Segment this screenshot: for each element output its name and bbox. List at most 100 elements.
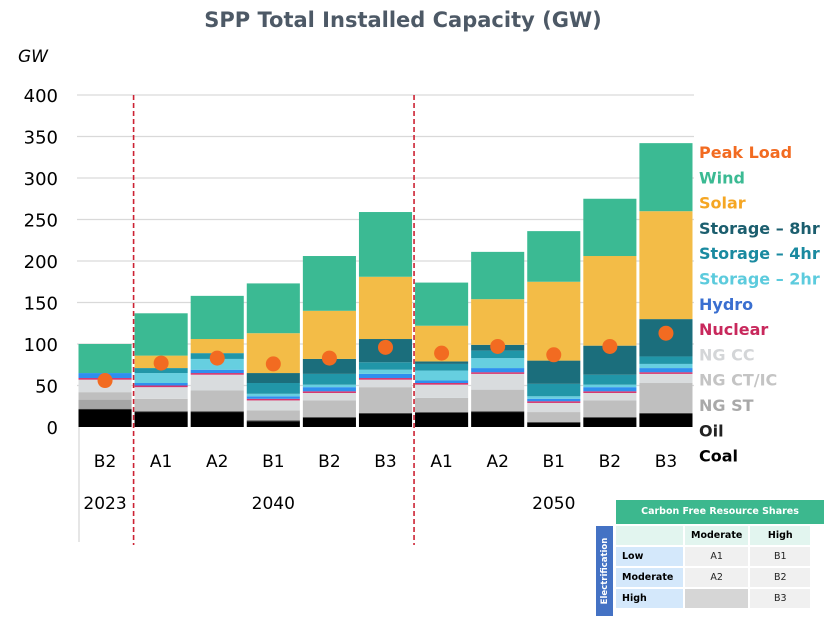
bar-segment-ng-ct-ic	[358, 387, 413, 413]
bar-segment-hydro	[415, 380, 469, 384]
bar-stack	[527, 231, 581, 427]
bar-segment-storage-4hr	[302, 373, 356, 385]
x-group-label: 2040	[252, 494, 295, 514]
scenario-key-cell: B1	[750, 547, 811, 566]
y-tick-label: 50	[35, 377, 58, 398]
bar-segment-wind	[527, 231, 581, 282]
bar-segment-nuclear	[639, 372, 693, 374]
x-group-label: 2023	[83, 494, 126, 514]
peak-load-marker	[209, 350, 225, 366]
x-category-label: B3	[655, 452, 677, 472]
legend: Peak Load Wind Solar Storage – 8hr Storage –…	[699, 143, 820, 466]
bar-segment-coal	[78, 409, 132, 427]
x-axis-group-labels: 2023 2040 2050	[83, 494, 575, 514]
bar-segment-wind	[583, 198, 637, 257]
bar-segment-wind	[471, 251, 525, 300]
bar-segment-coal	[415, 412, 469, 427]
y-tick-label: 250	[24, 211, 58, 232]
bar-segment-ng-ct-ic	[583, 400, 637, 418]
bar-segment-storage-4hr	[415, 363, 469, 371]
bar-segment-oil	[639, 412, 693, 414]
bar-segment-coal	[246, 421, 300, 427]
scenario-key-corner	[616, 526, 683, 545]
legend-item: Solar	[699, 194, 746, 213]
bar-segment-storage-8hr	[415, 361, 469, 364]
bar-segment-storage-2hr	[358, 369, 413, 374]
period-dividers	[132, 95, 415, 545]
peak-load-markers	[97, 325, 674, 389]
y-tick-label: 100	[24, 335, 58, 356]
bar-segment-ng-cc	[639, 373, 693, 384]
bar-stack	[471, 251, 525, 427]
bar-segment-nuclear	[134, 385, 188, 388]
bar-segment-solar	[583, 256, 637, 346]
bar-segment-ng-cc	[471, 373, 525, 390]
bar-segment-oil	[78, 408, 132, 410]
y-tick-label: 200	[24, 252, 58, 273]
y-axis-ticks: 0 50 100 150 200 250 300 350 400	[24, 86, 58, 439]
scenario-key-grid: Moderate High Low A1 B1 Moderate A2 B2 H…	[614, 524, 812, 610]
bar-segment-solar	[471, 299, 525, 345]
bar-segment-ng-ct-ic	[639, 383, 693, 413]
chart-title: SPP Total Installed Capacity (GW)	[204, 8, 601, 32]
legend-item: NG CT/IC	[699, 371, 777, 390]
peak-load-marker	[490, 338, 506, 354]
bar-segment-oil	[134, 411, 188, 413]
peak-load-marker	[378, 339, 393, 355]
legend-item: NG CC	[699, 345, 755, 364]
bar-segment-wind	[415, 282, 469, 326]
bar-segment-ng-ct-ic	[78, 392, 132, 400]
bar-segment-storage-4hr	[583, 374, 637, 385]
bar-segment-storage-2hr	[639, 363, 693, 369]
y-tick-label: 400	[24, 86, 58, 107]
bar-segment-hydro	[639, 368, 693, 373]
bar-segment-hydro	[246, 396, 300, 399]
bar-segment-wind	[78, 344, 132, 374]
y-tick-label: 150	[24, 294, 58, 315]
bar-segment-ng-cc	[246, 400, 300, 411]
bar-segment-hydro	[471, 368, 525, 373]
legend-item: Storage – 4hr	[699, 244, 820, 263]
legend-item: Storage – 2hr	[699, 270, 820, 289]
x-category-label: A2	[486, 452, 508, 472]
legend-item: Peak Load	[699, 143, 792, 162]
bar-segment-solar	[639, 211, 693, 320]
bar-segment-storage-2hr	[415, 370, 469, 381]
bar-segment-wind	[190, 295, 244, 340]
scenario-key-cell: A1	[685, 547, 749, 566]
bar-segment-ng-cc	[358, 379, 413, 388]
bar-segment-oil	[471, 411, 525, 413]
x-category-label: B1	[262, 452, 284, 472]
stacked-bars	[78, 143, 693, 427]
bar-segment-coal	[302, 417, 356, 427]
bar-segment-ng-ct-ic	[415, 397, 469, 413]
bar-segment-nuclear	[471, 372, 525, 374]
bar-segment-coal	[583, 417, 637, 427]
bar-segment-storage-8hr	[302, 358, 356, 374]
bar-segment-coal	[190, 412, 244, 427]
bar-segment-wind	[639, 143, 693, 212]
bar-segment-storage-8hr	[246, 373, 300, 384]
bar-segment-ng-st	[78, 399, 132, 409]
peak-load-marker	[265, 356, 281, 372]
bar-segment-nuclear	[583, 391, 637, 393]
bar-segment-hydro	[190, 369, 244, 374]
peak-load-marker	[153, 355, 169, 371]
bar-segment-hydro	[358, 373, 413, 379]
bar-segment-nuclear	[358, 378, 413, 380]
scenario-key-col-header: High	[750, 526, 811, 545]
x-category-label: A1	[150, 452, 172, 472]
bar-segment-nuclear	[190, 373, 244, 375]
peak-load-marker	[97, 373, 113, 389]
bar-segment-ng-cc	[415, 384, 469, 398]
scenario-key-row-header: Moderate	[616, 568, 683, 587]
bar-stack	[358, 212, 413, 427]
y-tick-label: 0	[47, 418, 58, 439]
bar-segment-coal	[134, 412, 188, 427]
peak-load-marker	[658, 325, 674, 341]
bar-segment-storage-2hr	[134, 373, 188, 384]
bar-segment-storage-2hr	[246, 393, 300, 397]
bar-segment-coal	[471, 412, 525, 427]
x-category-label: B2	[94, 452, 116, 472]
bar-segment-ng-cc	[302, 392, 356, 401]
